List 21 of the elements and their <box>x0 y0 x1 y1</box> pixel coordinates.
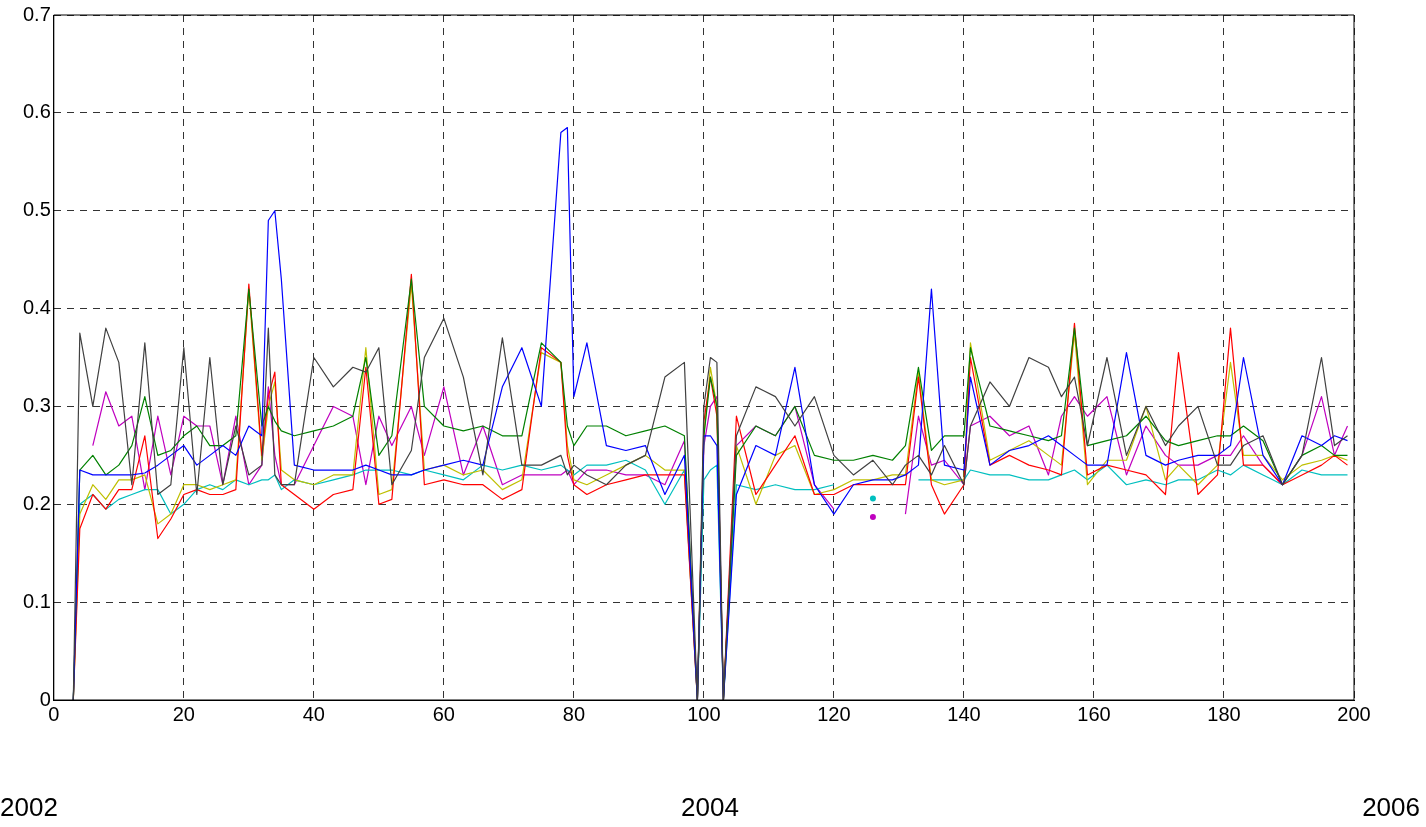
text: 2006 <box>1362 792 1420 823</box>
text: 2002 <box>0 792 58 823</box>
x-tick-label: 60 <box>432 702 455 725</box>
x-tick-label: 160 <box>1077 702 1111 725</box>
x-tick-label: 140 <box>947 702 981 725</box>
x-tick-label: 120 <box>817 702 851 725</box>
y-tick-label: 0.2 <box>22 491 51 514</box>
y-tick-label: 0.1 <box>22 589 51 612</box>
y-tick-label: 0.7 <box>22 2 51 25</box>
x-tick-label: 40 <box>302 702 325 725</box>
x-tick-label: 100 <box>687 702 721 725</box>
y-tick-label: 0.5 <box>22 198 51 221</box>
y-tick-label: 0.4 <box>22 296 51 319</box>
y-tick-label: 0.6 <box>22 100 51 123</box>
y-tick-label: 0.3 <box>22 393 51 416</box>
x-tick-label: 180 <box>1207 702 1241 725</box>
x-tick-label: 20 <box>172 702 195 725</box>
y-tick-label: 0 <box>39 687 51 710</box>
x-tick-label: 80 <box>562 702 586 725</box>
x-tick-label: 200 <box>1337 702 1371 725</box>
text: 2004 <box>681 792 739 823</box>
